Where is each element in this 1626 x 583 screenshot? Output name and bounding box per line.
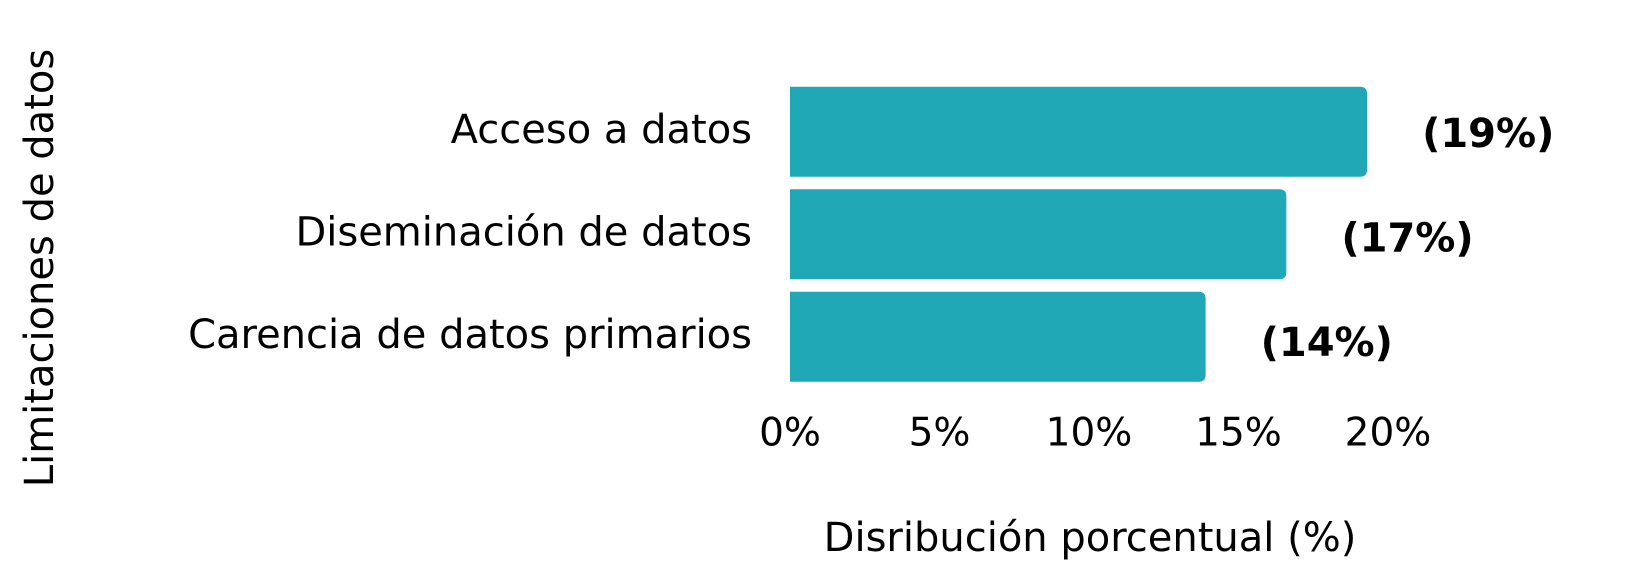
y-tick-label: Carencia de datos primarios [188, 312, 752, 358]
y-tick-label: Diseminación de datos [295, 209, 752, 255]
data-label: (19%) [1422, 111, 1554, 157]
x-tick-label: 5% [909, 411, 971, 456]
x-axis-title: Disribución porcentual (%) [824, 515, 1357, 561]
bar [790, 291, 1206, 382]
y-axis-title: Limitaciones de datos [17, 49, 63, 487]
bar [790, 86, 1368, 177]
data-label: (14%) [1261, 320, 1393, 366]
x-tick-label: 10% [1046, 411, 1133, 456]
y-tick-label: Acceso a datos [451, 107, 752, 153]
x-tick-label: 20% [1345, 411, 1432, 456]
bar [790, 189, 1287, 280]
x-tick-label: 0% [759, 411, 821, 456]
x-tick-label: 15% [1195, 411, 1282, 456]
data-label: (17%) [1341, 215, 1473, 261]
